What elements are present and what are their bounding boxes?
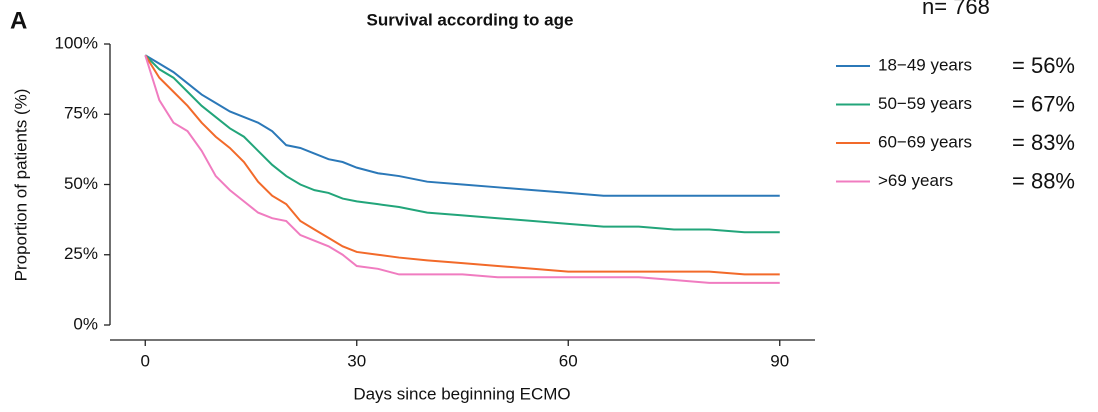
sample-size: n= 768 <box>922 0 990 19</box>
x-tick-label: 0 <box>141 351 150 370</box>
legend-annotation: = 83% <box>1012 130 1075 155</box>
y-tick-label: 75% <box>64 104 98 123</box>
survival-curve <box>144 54 780 284</box>
y-axis-label: Proportion of patients (%) <box>11 89 30 282</box>
x-tick-label: 90 <box>770 351 789 370</box>
survival-curve <box>144 54 780 276</box>
survival-curve <box>144 54 780 197</box>
x-axis-label: Days since beginning ECMO <box>353 384 570 403</box>
survival-curve <box>144 54 780 234</box>
legend-annotation: = 67% <box>1012 91 1075 116</box>
legend-label: 60−69 years <box>878 132 972 151</box>
x-tick-label: 60 <box>559 351 578 370</box>
y-tick-label: 50% <box>64 174 98 193</box>
y-tick-label: 25% <box>64 244 98 263</box>
legend-label: >69 years <box>878 171 953 190</box>
legend-annotation: = 88% <box>1012 168 1075 193</box>
legend-annotation: = 56% <box>1012 53 1075 78</box>
legend-label: 50−59 years <box>878 94 972 113</box>
legend-label: 18−49 years <box>878 55 972 74</box>
y-tick-label: 100% <box>55 33 98 52</box>
panel-label: A <box>10 7 27 34</box>
y-tick-label: 0% <box>73 314 98 333</box>
chart-title: Survival according to age <box>367 10 574 29</box>
x-tick-label: 30 <box>347 351 366 370</box>
